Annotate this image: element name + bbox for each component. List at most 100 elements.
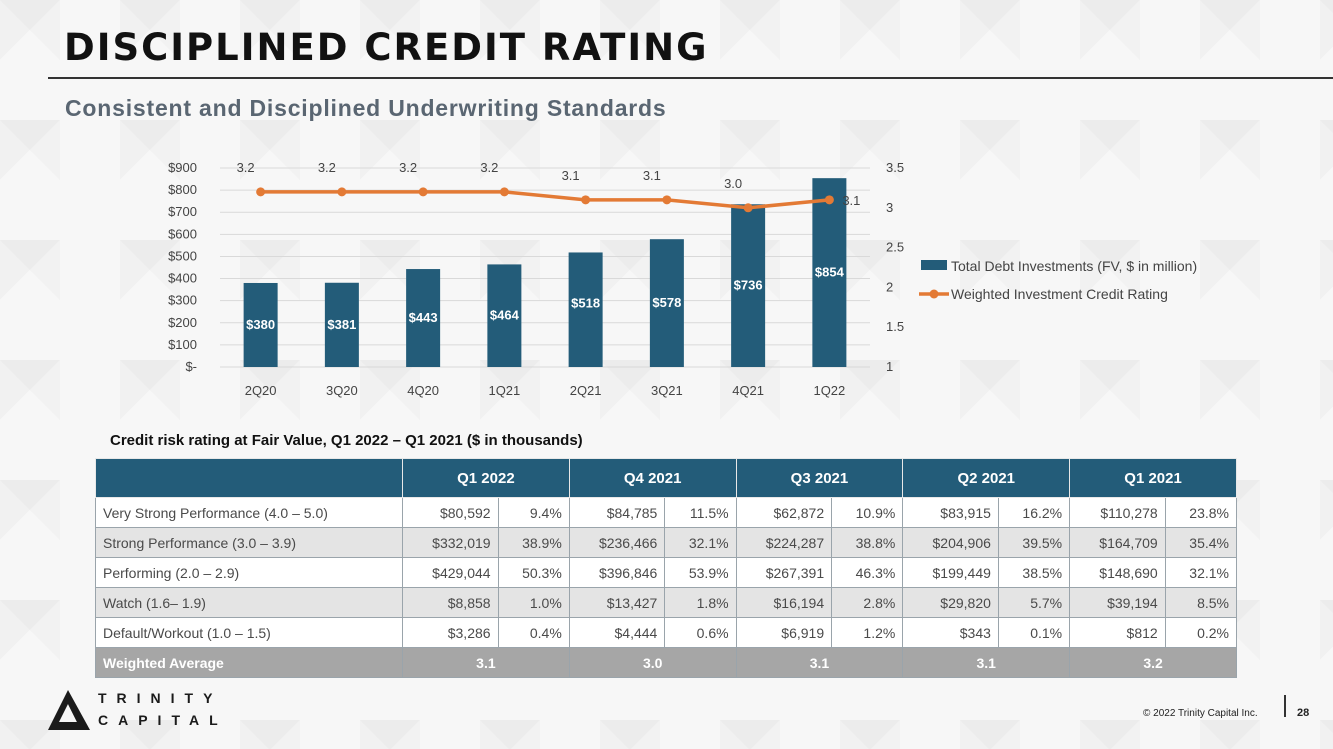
percent-cell: 11.5% [664, 497, 737, 528]
fair-value-cell: $83,915 [902, 497, 999, 528]
bar [731, 204, 766, 367]
percent-cell: 50.3% [497, 557, 570, 588]
percent-cell: 1.0% [497, 587, 570, 618]
x-tick-label: 2Q21 [570, 383, 602, 398]
weighted-average-cell: 3.1 [735, 647, 904, 678]
legend-label-rating: Weighted Investment Credit Rating [951, 286, 1168, 302]
weighted-average-row: Weighted Average 3.1 3.0 3.1 3.1 3.2 [95, 647, 1237, 678]
legend-line-marker [929, 289, 939, 299]
table-row: Default/Workout (1.0 – 1.5) $3,286 0.4% $4,… [95, 617, 1238, 648]
row-label: Default/Workout (1.0 – 1.5) [95, 617, 403, 648]
title-divider [48, 77, 1333, 79]
percent-cell: 35.4% [1164, 527, 1238, 558]
percent-cell: 16.2% [997, 497, 1071, 528]
bar-data-label: $854 [815, 265, 845, 280]
y-left-tick-label: $300 [168, 293, 197, 308]
page-subtitle: Consistent and Disciplined Underwriting … [65, 95, 667, 121]
logo-text-line1: TRINITY [98, 690, 223, 706]
header-corner [95, 458, 403, 498]
header-q1-2021: Q1 2021 [1069, 458, 1237, 498]
fair-value-cell: $148,690 [1069, 557, 1166, 588]
y-left-tick-label: $500 [168, 248, 197, 263]
x-tick-label: 1Q22 [813, 383, 845, 398]
fair-value-cell: $429,044 [402, 557, 499, 588]
bar [406, 269, 441, 367]
x-tick-label: 1Q21 [488, 383, 520, 398]
y-right-tick-label: 2 [886, 279, 893, 294]
legend-bar-swatch [921, 260, 947, 270]
percent-cell: 53.9% [664, 557, 737, 588]
y-right-tick-label: 3 [886, 200, 893, 215]
fair-value-cell: $62,872 [735, 497, 833, 528]
bar-data-label: $381 [327, 317, 356, 332]
fair-value-cell: $236,466 [568, 527, 666, 558]
fair-value-cell: $80,592 [402, 497, 499, 528]
debt-investments-chart: $- $100 $200 $300 $400 $500 $600 $700 $800 $900 1 1… [168, 160, 1197, 398]
percent-cell: 0.1% [997, 617, 1071, 648]
percent-cell: 0.2% [1164, 617, 1238, 648]
bar [568, 252, 603, 367]
rating-data-label: 3.1 [562, 168, 580, 183]
rating-point [499, 187, 509, 197]
header-q4-2021: Q4 2021 [568, 458, 737, 498]
percent-cell: 5.7% [997, 587, 1071, 618]
percent-cell: 0.4% [497, 617, 570, 648]
weighted-average-cell: 3.1 [402, 647, 570, 678]
x-tick-label: 4Q21 [732, 383, 764, 398]
percent-cell: 8.5% [1164, 587, 1238, 618]
fair-value-cell: $3,286 [402, 617, 499, 648]
fair-value-cell: $812 [1069, 617, 1166, 648]
percent-cell: 39.5% [997, 527, 1071, 558]
bar-data-label: $578 [652, 295, 681, 310]
bar [487, 264, 522, 367]
x-tick-label: 3Q20 [326, 383, 358, 398]
fair-value-cell: $204,906 [902, 527, 999, 558]
page-title: DISCIPLINED CREDIT RATING [64, 26, 709, 69]
percent-cell: 0.6% [664, 617, 737, 648]
y-left-tick-label: $- [185, 359, 197, 374]
fair-value-cell: $224,287 [735, 527, 833, 558]
percent-cell: 46.3% [831, 557, 904, 588]
fair-value-cell: $396,846 [568, 557, 666, 588]
rating-data-label: 3.2 [480, 160, 498, 175]
table-row: Watch (1.6– 1.9) $8,858 1.0% $13,427 1.8% $16… [95, 587, 1238, 618]
y-right-tick-label: 3.5 [886, 160, 904, 175]
bar-data-label: $518 [571, 296, 600, 311]
row-label: Very Strong Performance (4.0 – 5.0) [95, 497, 403, 528]
bar [649, 239, 684, 367]
percent-cell: 9.4% [497, 497, 570, 528]
rating-point [824, 195, 834, 205]
header-q1-2022: Q1 2022 [402, 458, 570, 498]
rating-point [418, 187, 428, 197]
percent-cell: 23.8% [1164, 497, 1238, 528]
y-left-tick-label: $900 [168, 160, 197, 175]
y-left-tick-label: $800 [168, 182, 197, 197]
rating-data-label: 3.1 [842, 193, 860, 208]
fair-value-cell: $267,391 [735, 557, 833, 588]
rating-point [743, 203, 753, 213]
y-right-tick-label: 1 [886, 359, 893, 374]
table-header-row: Q1 2022 Q4 2021 Q3 2021 Q2 2021 Q1 2021 [95, 458, 1237, 498]
y-right-tick-label: 2.5 [886, 240, 904, 255]
rating-point [337, 187, 347, 197]
y-right-tick-label: 1.5 [886, 319, 904, 334]
fair-value-cell: $110,278 [1069, 497, 1166, 528]
row-label: Watch (1.6– 1.9) [95, 587, 403, 618]
footer-divider [1284, 695, 1286, 717]
percent-cell: 32.1% [1164, 557, 1238, 588]
x-tick-label: 2Q20 [245, 383, 277, 398]
fair-value-cell: $16,194 [735, 587, 833, 618]
row-label: Weighted Average [95, 647, 403, 678]
fair-value-cell: $8,858 [402, 587, 499, 618]
weighted-average-cell: 3.1 [902, 647, 1071, 678]
y-left-tick-label: $200 [168, 315, 197, 330]
percent-cell: 2.8% [831, 587, 904, 618]
percent-cell: 38.5% [997, 557, 1071, 588]
bar-data-label: $380 [246, 317, 275, 332]
fair-value-cell: $39,194 [1069, 587, 1166, 618]
company-logo: TRINITY CAPITAL [46, 688, 226, 732]
rating-data-label: 3.2 [318, 160, 336, 175]
row-label: Performing (2.0 – 2.9) [95, 557, 403, 588]
y-left-tick-label: $400 [168, 271, 197, 286]
bar [243, 282, 278, 367]
